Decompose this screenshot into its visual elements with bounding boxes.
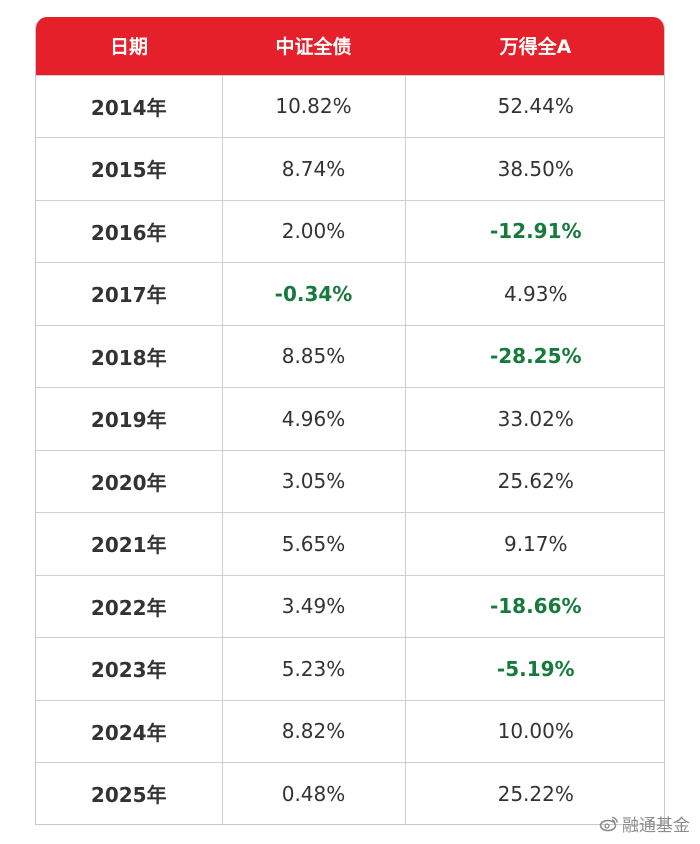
date-cell: 2024年 <box>36 699 222 763</box>
wind-a-return-cell: -28.25% <box>404 324 664 388</box>
watermark: 融通基金 <box>599 811 690 836</box>
watermark-text: 融通基金 <box>622 816 690 836</box>
wind-a-return-cell: 10.00% <box>404 699 664 763</box>
date-cell: 2017年 <box>36 262 222 325</box>
table-row: 2021年 5.65% 9.17% <box>36 512 664 575</box>
table-header-row: 日期 中证全债 万得全A <box>36 17 664 75</box>
returns-table-container: 日期 中证全债 万得全A 2014年 10.82% 52.44% 2015年 8.74%… <box>35 17 665 825</box>
wind-a-return-cell: 52.44% <box>404 74 664 138</box>
date-cell: 2022年 <box>36 574 222 638</box>
table-row: 2024年 8.82% 10.00% <box>36 699 664 763</box>
date-cell: 2023年 <box>36 637 222 700</box>
date-cell: 2020年 <box>36 449 222 513</box>
date-cell: 2014年 <box>36 74 222 138</box>
header-date: 日期 <box>109 36 148 59</box>
date-cell: 2021年 <box>36 512 222 575</box>
date-cell: 2018年 <box>36 324 222 388</box>
bond-return-cell: 8.82% <box>221 699 405 763</box>
bond-return-cell: -0.34% <box>221 262 405 325</box>
table-row: 2025年 0.48% 25.22% <box>36 762 664 824</box>
wind-a-return-cell: 38.50% <box>404 137 664 200</box>
bond-return-cell: 0.48% <box>221 762 405 824</box>
bond-return-cell: 2.00% <box>221 199 405 263</box>
header-wind-all-a: 万得全A <box>499 36 572 59</box>
returns-table: 日期 中证全债 万得全A 2014年 10.82% 52.44% 2015年 8.74%… <box>36 17 664 824</box>
bond-return-cell: 4.96% <box>221 387 405 450</box>
header-bond-index: 中证全债 <box>275 36 352 59</box>
wind-a-return-cell: -12.91% <box>404 199 664 263</box>
date-cell: 2019年 <box>36 387 222 450</box>
wind-a-return-cell: -18.66% <box>404 574 664 638</box>
wind-a-return-cell: 9.17% <box>404 512 664 575</box>
table-body: 2014年 10.82% 52.44% 2015年 8.74% 38.50% 2016年 2.… <box>36 74 664 824</box>
table-row: 2023年 5.23% -5.19% <box>36 637 664 700</box>
weibo-icon <box>599 815 619 832</box>
table-row: 2015年 8.74% 38.50% <box>36 137 664 200</box>
wind-a-return-cell: 33.02% <box>404 387 664 450</box>
table-row: 2019年 4.96% 33.02% <box>36 387 664 450</box>
bond-return-cell: 3.05% <box>221 449 405 513</box>
table-row: 2022年 3.49% -18.66% <box>36 574 664 638</box>
date-cell: 2015年 <box>36 137 222 200</box>
wind-a-return-cell: 25.62% <box>404 449 664 513</box>
table-row: 2016年 2.00% -12.91% <box>36 199 664 263</box>
wind-a-return-cell: 25.22% <box>404 762 664 824</box>
bond-return-cell: 10.82% <box>221 74 405 138</box>
bond-return-cell: 8.74% <box>221 137 405 200</box>
table-row: 2020年 3.05% 25.62% <box>36 449 664 513</box>
date-cell: 2025年 <box>36 762 222 824</box>
wind-a-return-cell: 4.93% <box>404 262 664 325</box>
bond-return-cell: 5.65% <box>221 512 405 575</box>
table-row: 2018年 8.85% -28.25% <box>36 324 664 388</box>
bond-return-cell: 8.85% <box>221 324 405 388</box>
table-row: 2014年 10.82% 52.44% <box>36 74 664 138</box>
bond-return-cell: 3.49% <box>221 574 405 638</box>
table-row: 2017年 -0.34% 4.93% <box>36 262 664 325</box>
bond-return-cell: 5.23% <box>221 637 405 700</box>
wind-a-return-cell: -5.19% <box>404 637 664 700</box>
date-cell: 2016年 <box>36 199 222 263</box>
